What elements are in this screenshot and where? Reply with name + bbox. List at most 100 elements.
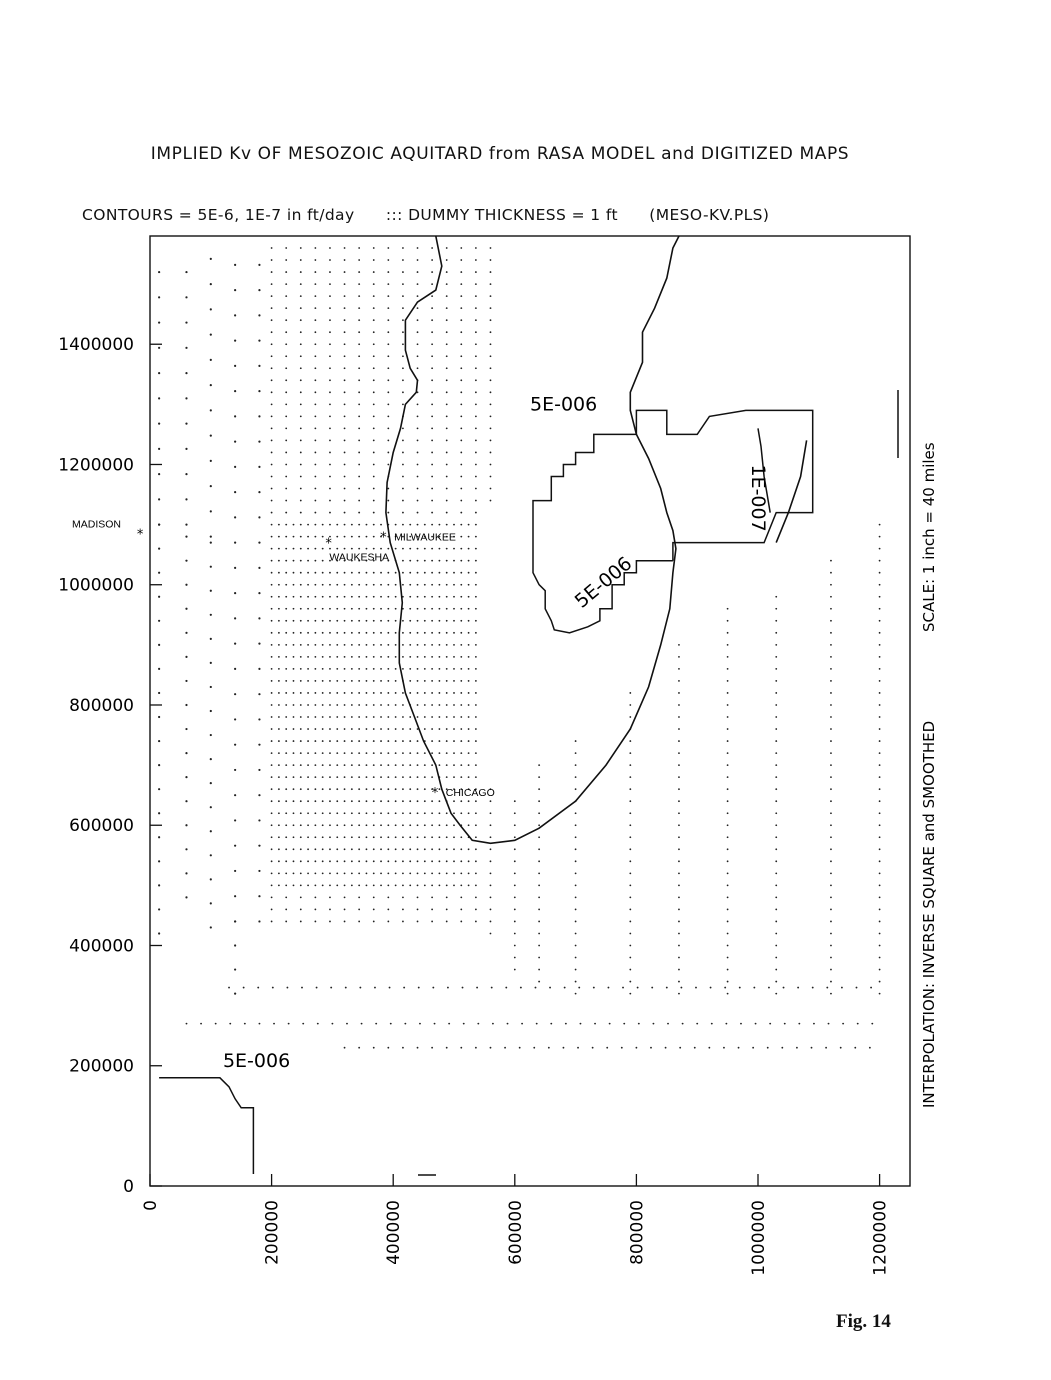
- grid-dot: [460, 619, 463, 622]
- grid-dot: [416, 643, 419, 646]
- grid-dot: [307, 523, 309, 526]
- grid-dot: [431, 607, 434, 610]
- grid-dot: [234, 491, 237, 494]
- grid-dot: [307, 836, 309, 839]
- grid-dot: [307, 668, 309, 670]
- grid-dot: [158, 667, 161, 671]
- grid-dot: [775, 655, 778, 658]
- grid-dot: [277, 535, 280, 538]
- grid-dot: [416, 848, 419, 851]
- grid-dot: [365, 848, 368, 851]
- grid-dot: [350, 872, 353, 875]
- grid-dot: [277, 884, 280, 887]
- grid-dot: [474, 884, 477, 887]
- grid-dot: [234, 944, 237, 947]
- grid-dot: [878, 836, 881, 839]
- grid-dot: [380, 716, 382, 718]
- grid-dot: [285, 439, 288, 442]
- grid-dot: [416, 343, 419, 346]
- grid-dot: [299, 295, 302, 298]
- grid-dot: [321, 668, 324, 670]
- grid-dot: [489, 247, 492, 249]
- city-marker-icon: *: [432, 786, 439, 801]
- grid-dot: [474, 247, 477, 249]
- grid-dot: [307, 848, 309, 851]
- grid-dot: [394, 764, 397, 767]
- grid-dot: [329, 836, 331, 839]
- grid-dot: [270, 884, 273, 887]
- grid-dot: [474, 655, 477, 658]
- grid-dot: [372, 872, 375, 875]
- grid-dot: [336, 836, 339, 839]
- grid-dot: [467, 655, 470, 658]
- grid-dot: [307, 740, 309, 742]
- grid-dot: [797, 986, 800, 989]
- grid-dot: [416, 728, 419, 730]
- grid-dot: [629, 980, 632, 983]
- grid-dot: [209, 565, 212, 568]
- grid-dot: [474, 643, 477, 646]
- grid-dot: [474, 571, 477, 574]
- grid-dot: [474, 463, 477, 466]
- grid-dot: [358, 595, 361, 598]
- grid-dot: [343, 367, 346, 370]
- grid-dot: [467, 643, 470, 646]
- grid-dot: [830, 752, 832, 754]
- grid-dot: [314, 571, 317, 574]
- grid-dot: [270, 259, 273, 261]
- grid-dot: [460, 523, 463, 526]
- grid-dot: [336, 704, 339, 706]
- grid-dot: [453, 559, 455, 562]
- grid-dot: [389, 1022, 392, 1025]
- grid-dot: [299, 776, 302, 779]
- grid-dot: [329, 583, 331, 586]
- grid-dot: [329, 728, 331, 730]
- grid-dot: [460, 535, 463, 538]
- grid-dot: [350, 619, 353, 622]
- grid-dot: [350, 836, 353, 839]
- grid-dot: [329, 812, 331, 815]
- grid-dot: [423, 559, 426, 562]
- grid-dot: [445, 499, 448, 502]
- grid-dot: [620, 1046, 623, 1049]
- grid-dot: [343, 355, 346, 358]
- grid-dot: [314, 331, 317, 334]
- grid-dot: [329, 547, 331, 550]
- grid-dot: [285, 884, 288, 887]
- grid-dot: [402, 848, 404, 851]
- grid-dot: [387, 788, 390, 791]
- grid-dot: [314, 908, 317, 911]
- grid-dot: [474, 631, 477, 634]
- grid-dot: [258, 289, 261, 292]
- grid-dot: [830, 980, 832, 983]
- grid-dot: [321, 860, 324, 863]
- grid-dot: [445, 343, 448, 346]
- grid-dot: [350, 523, 353, 526]
- grid-dot: [209, 878, 212, 881]
- grid-dot: [387, 668, 390, 670]
- grid-dot: [678, 680, 680, 682]
- grid-dot: [258, 693, 261, 696]
- grid-dot: [358, 283, 361, 286]
- grid-dot: [336, 776, 339, 779]
- grid-dot: [258, 920, 261, 923]
- grid-dot: [285, 427, 288, 430]
- grid-dot: [257, 986, 260, 989]
- grid-dot: [299, 824, 302, 827]
- grid-dot: [438, 812, 441, 815]
- grid-dot: [423, 764, 426, 767]
- grid-dot: [185, 296, 188, 299]
- grid-dot: [372, 668, 375, 670]
- grid-dot: [234, 968, 237, 971]
- grid-dot: [460, 800, 463, 803]
- grid-dot: [158, 715, 161, 719]
- grid-dot: [270, 920, 273, 923]
- grid-dot: [856, 1022, 859, 1025]
- grid-dot: [185, 607, 188, 610]
- grid-dot: [878, 776, 881, 779]
- grid-dot: [343, 884, 346, 887]
- grid-dot: [467, 607, 470, 610]
- grid-dot: [827, 1022, 830, 1025]
- grid-dot: [409, 668, 412, 670]
- grid-dot: [489, 355, 492, 358]
